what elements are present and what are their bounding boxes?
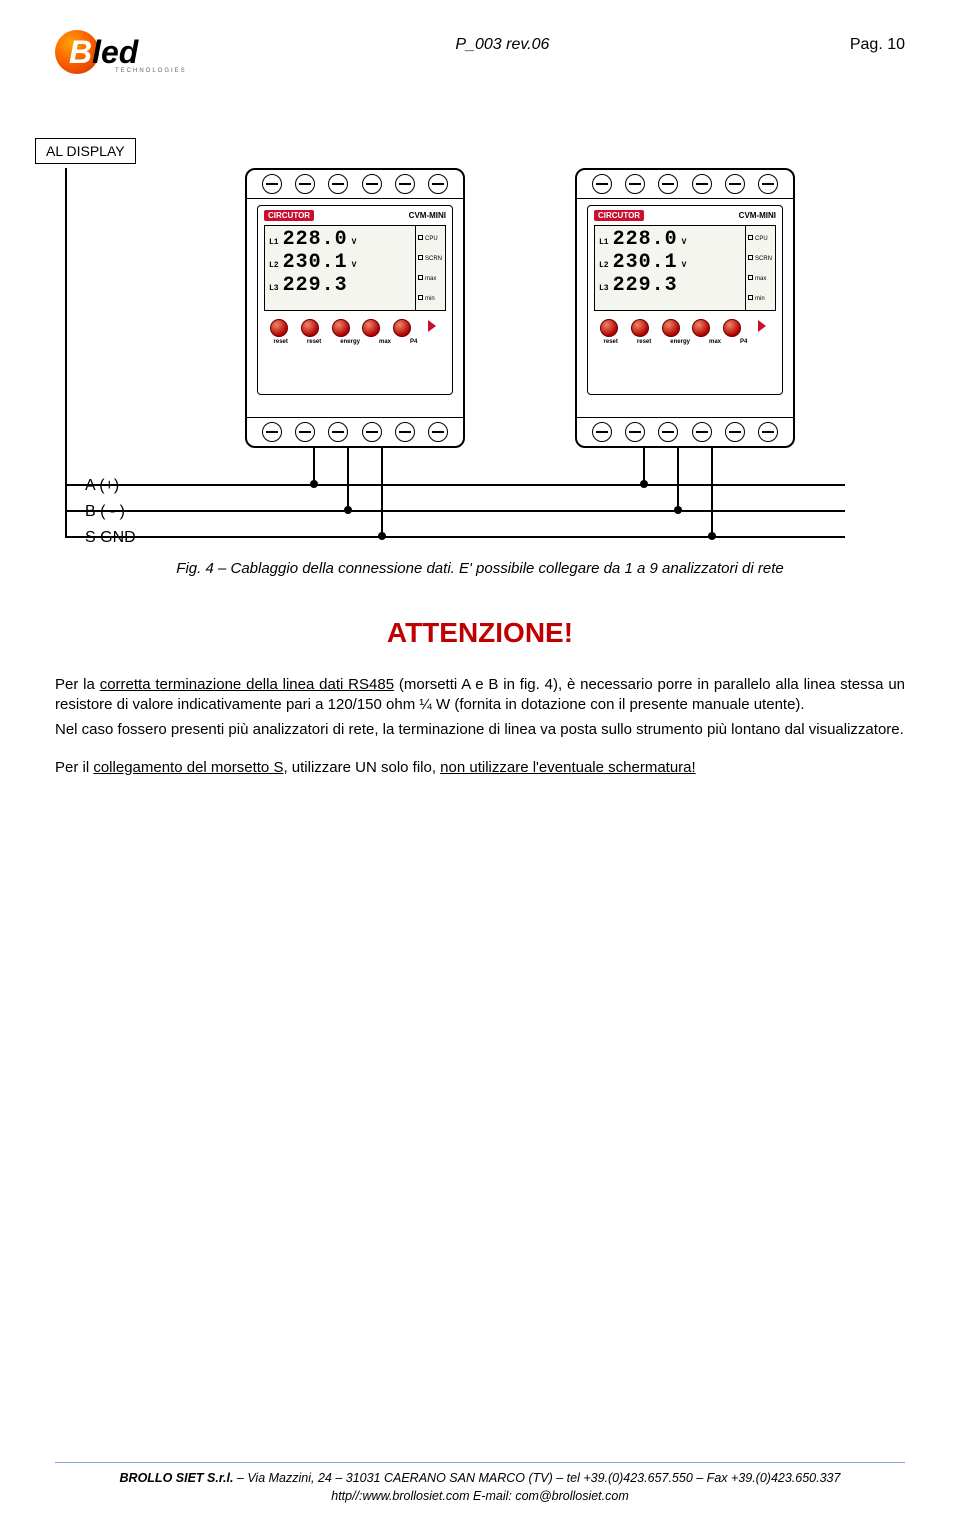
arrow-icon <box>424 319 440 333</box>
attention-heading: ATTENZIONE! <box>55 617 905 649</box>
paragraph-1: Per la corretta terminazione della linea… <box>55 675 905 716</box>
paragraph-2: Nel caso fossero presenti più analizzato… <box>55 720 905 740</box>
footer-web: http//:www.brollosiet.com E-mail: com@br… <box>55 1489 905 1503</box>
brand-badge: CIRCUTOR <box>264 210 314 221</box>
paragraph-3: Per il collegamento del morsetto S, util… <box>55 758 905 778</box>
page-footer: BROLLO SIET S.r.l. – Via Mazzini, 24 – 3… <box>55 1462 905 1503</box>
logo-subtext: TECHNOLOGIES <box>115 68 187 74</box>
device-button <box>393 319 411 337</box>
page-number: Pag. 10 <box>850 36 905 54</box>
wiring-diagram: CIRCUTOR CVM-MINI L1228.0V L2230.1V L322… <box>35 168 885 558</box>
page-header: Bled TECHNOLOGIES P_003 rev.06 Pag. 10 <box>55 30 905 78</box>
device-button <box>301 319 319 337</box>
device-button <box>270 319 288 337</box>
diagram-caption-box: AL DISPLAY <box>35 138 136 164</box>
document-id: P_003 rev.06 <box>455 36 549 54</box>
analyzer-device-1: CIRCUTOR CVM-MINI L1228.0V L2230.1V L322… <box>245 168 465 448</box>
device-button <box>332 319 350 337</box>
body-text: Per la corretta terminazione della linea… <box>55 675 905 778</box>
footer-address: – Via Mazzini, 24 – 31031 CAERANO SAN MA… <box>233 1471 840 1485</box>
logo: Bled TECHNOLOGIES <box>55 30 155 78</box>
lcd-display: L1228.0V L2230.1V L3229.3 CPU SCRN max m… <box>264 225 446 311</box>
footer-company: BROLLO SIET S.r.l. <box>120 1471 234 1485</box>
model-label: CVM-MINI <box>409 211 446 220</box>
signal-b: B ( - ) <box>85 499 136 525</box>
signal-s: S GND <box>85 525 136 551</box>
signal-a: A (+) <box>85 473 136 499</box>
analyzer-device-2: CIRCUTOR CVM-MINI L1228.0V L2230.1V L322… <box>575 168 795 448</box>
signal-labels: A (+) B ( - ) S GND <box>85 473 136 551</box>
terminal-icon <box>262 174 282 194</box>
device-button <box>362 319 380 337</box>
figure-caption: Fig. 4 – Cablaggio della connessione dat… <box>55 560 905 577</box>
